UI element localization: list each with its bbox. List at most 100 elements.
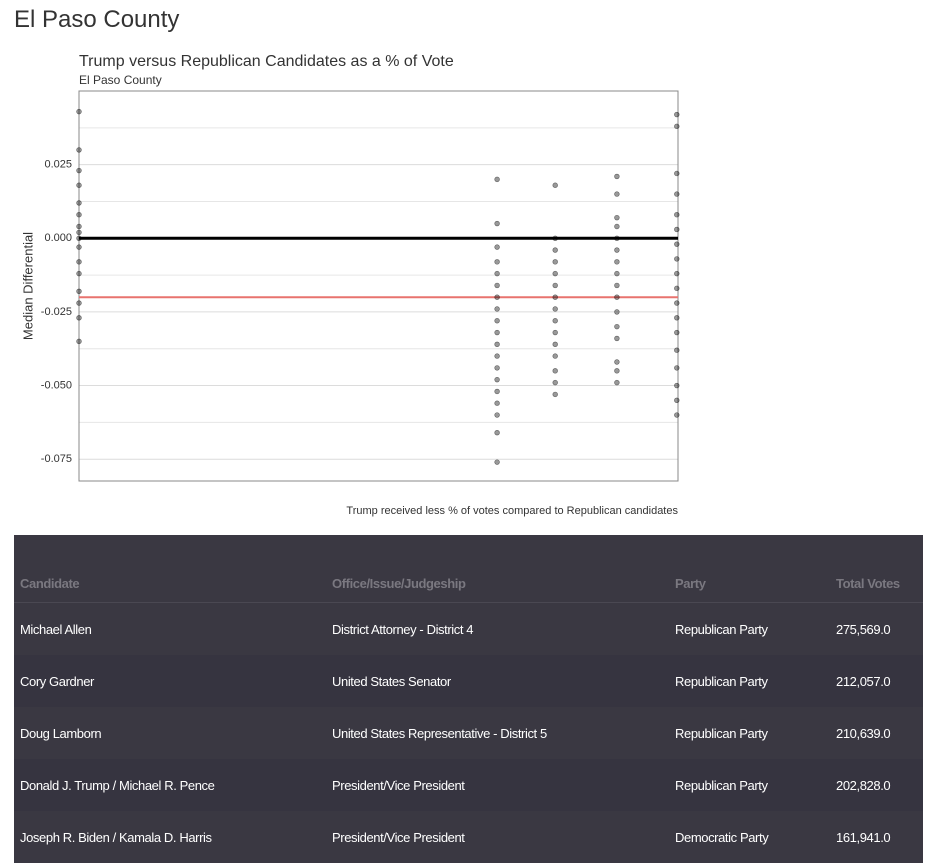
point	[76, 338, 82, 345]
point	[674, 329, 680, 336]
point	[494, 376, 500, 383]
chart-title: Trump versus Republican Candidates as a …	[79, 53, 454, 70]
y-axis-label: Median Differential	[20, 232, 35, 340]
point	[494, 341, 500, 348]
point	[614, 359, 620, 365]
point	[614, 335, 620, 342]
point	[76, 182, 82, 188]
point	[494, 306, 500, 312]
point	[76, 167, 82, 174]
point	[494, 318, 500, 324]
point	[674, 397, 680, 403]
point	[494, 400, 500, 406]
point	[614, 191, 620, 197]
point	[614, 282, 620, 289]
point	[552, 353, 558, 359]
point	[552, 391, 558, 398]
results-table: Candidate Office/Issue/Judgeship Party Tota…	[14, 535, 923, 863]
point	[494, 353, 500, 359]
point	[674, 241, 680, 247]
point	[552, 341, 558, 348]
point	[614, 223, 620, 230]
table-cell: 210,639.0	[836, 725, 891, 741]
point	[76, 288, 82, 295]
caption: Trump received less % of votes compared …	[346, 505, 678, 517]
point	[552, 379, 558, 386]
point	[614, 247, 620, 253]
point	[674, 270, 680, 277]
point	[76, 244, 82, 250]
point	[76, 270, 82, 277]
point	[552, 368, 558, 374]
point	[614, 173, 620, 180]
point	[674, 226, 680, 233]
point	[674, 170, 680, 177]
point	[76, 229, 82, 236]
table-cell: 161,941.0	[836, 829, 891, 845]
point	[614, 235, 620, 241]
point	[494, 220, 500, 227]
point	[614, 368, 620, 374]
column-header: Candidate	[14, 535, 326, 603]
chart-subtitle: El Paso County	[79, 73, 162, 87]
point	[76, 212, 82, 218]
table-row: Doug Lamborn United States Representative…	[14, 707, 923, 759]
point	[674, 285, 680, 292]
table-row: Joseph R. Biden / Kamala D. Harris Presid…	[14, 811, 923, 863]
point	[494, 176, 500, 183]
point	[614, 259, 620, 265]
point	[674, 256, 680, 262]
point	[494, 244, 500, 250]
point	[674, 382, 680, 389]
chart: Trump versus Republican Candidates as a …	[20, 53, 680, 517]
table-cell: President/Vice President	[332, 777, 465, 793]
table-cell: United States Representative - District …	[332, 725, 547, 741]
table-cell: Cory Gardner	[20, 673, 94, 689]
point	[494, 388, 500, 395]
point	[674, 365, 680, 371]
table-cell: Doug Lamborn	[20, 725, 102, 741]
page-title: El Paso County	[14, 6, 180, 33]
point	[552, 294, 558, 300]
table-cell: President/Vice President	[332, 829, 465, 845]
y-tick-label: 0.000	[44, 232, 72, 244]
point	[614, 214, 620, 221]
table-cell: Republican Party	[675, 621, 768, 637]
point	[674, 123, 680, 130]
point	[76, 147, 82, 153]
point	[674, 412, 680, 418]
point	[494, 412, 500, 418]
y-tick-label: 0.025	[44, 159, 72, 171]
point	[76, 200, 82, 206]
point	[494, 259, 500, 265]
point	[614, 323, 620, 330]
column-header: Total Votes	[830, 535, 923, 603]
point	[494, 270, 500, 277]
point	[614, 309, 620, 315]
table-cell: 275,569.0	[836, 621, 891, 637]
table-cell: Republican Party	[675, 673, 768, 689]
y-tick-label: -0.050	[41, 379, 72, 391]
point	[494, 329, 500, 336]
column-header: Office/Issue/Judgeship	[326, 535, 669, 603]
point	[76, 235, 82, 241]
point	[552, 329, 558, 336]
table-cell: District Attorney - District 4	[332, 621, 474, 637]
table-row: Cory Gardner United States Senator Republi…	[14, 655, 923, 707]
point	[552, 318, 558, 324]
point	[674, 300, 680, 306]
point	[76, 223, 82, 230]
table-row: Michael Allen District Attorney - Distric…	[14, 603, 923, 656]
table-cell: Republican Party	[675, 777, 768, 793]
point	[614, 294, 620, 300]
point	[552, 270, 558, 277]
y-tick-label: -0.075	[41, 453, 72, 465]
point	[552, 182, 558, 188]
point	[494, 365, 500, 371]
point	[494, 459, 500, 465]
point	[494, 294, 500, 300]
point	[552, 282, 558, 289]
point	[494, 429, 500, 436]
table-cell: 202,828.0	[836, 777, 891, 793]
